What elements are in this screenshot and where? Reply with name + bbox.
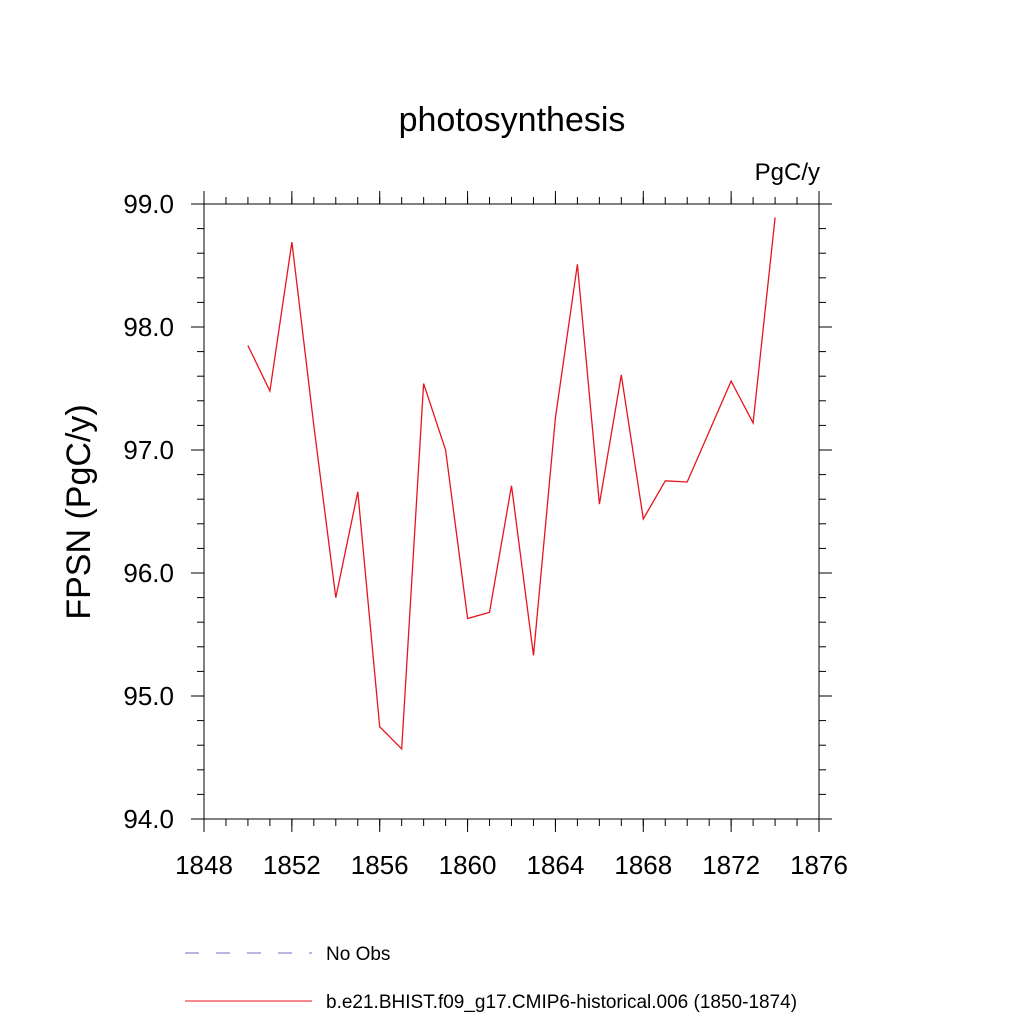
- x-tick-labels: 1848 1852 1856 1860 1864 1868 1872 1876: [175, 850, 848, 880]
- x-tick-label: 1872: [702, 850, 760, 880]
- series-line: [247, 217, 776, 751]
- y-tick-label: 97.0: [123, 435, 174, 465]
- x-tick-label: 1848: [175, 850, 233, 880]
- legend-label: No Obs: [326, 944, 390, 965]
- x-tick-label: 1860: [439, 850, 497, 880]
- series-lines: [247, 217, 776, 751]
- y-tick-label: 94.0: [123, 804, 174, 834]
- y-tick-labels: 94.0 95.0 96.0 97.0 98.0 99.0: [123, 189, 174, 834]
- y-tick-label: 95.0: [123, 681, 174, 711]
- plot-frame: [203, 203, 820, 820]
- legend-label: b.e21.BHIST.f09_g17.CMIP6-historical.006…: [326, 992, 797, 1013]
- x-tick-label: 1864: [527, 850, 585, 880]
- x-tick-label: 1856: [351, 850, 409, 880]
- y-axis-label: FPSN (PgC/y): [60, 404, 98, 619]
- chart-title: photosynthesis: [399, 101, 626, 139]
- x-tick-label: 1852: [263, 850, 321, 880]
- y-tick-label: 98.0: [123, 312, 174, 342]
- units-label: PgC/y: [755, 159, 820, 186]
- y-tick-label: 96.0: [123, 558, 174, 588]
- y-tick-label: 99.0: [123, 189, 174, 219]
- x-tick-label: 1876: [790, 850, 848, 880]
- axis-ticks: [191, 191, 832, 832]
- x-tick-label: 1868: [614, 850, 672, 880]
- legend: No Obs b.e21.BHIST.f09_g17.CMIP6-historic…: [185, 944, 797, 1013]
